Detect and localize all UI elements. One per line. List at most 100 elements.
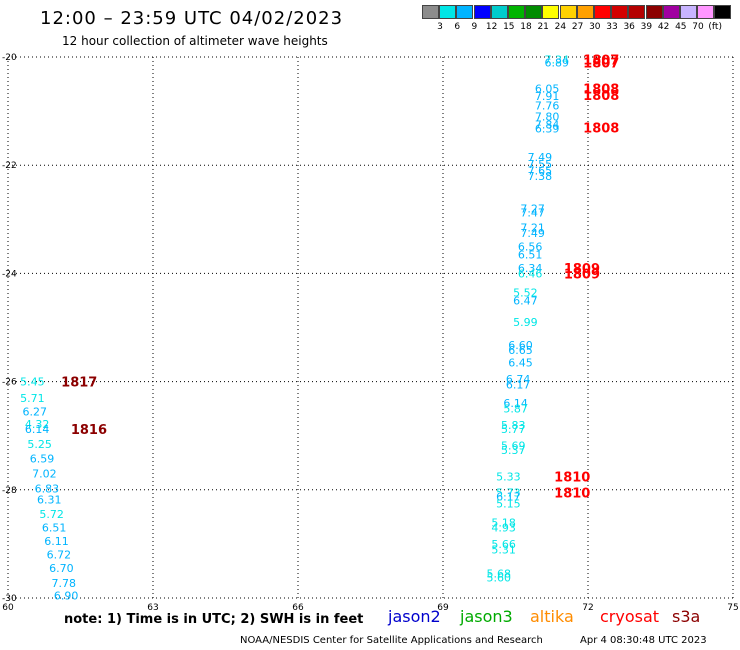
wave-height-label: 6.56: [518, 240, 543, 253]
wave-height-label: 7.47: [520, 206, 545, 219]
x-tick-label: 69: [437, 603, 449, 613]
scale-label: 9: [471, 22, 478, 32]
scale-label: (ft): [708, 22, 722, 32]
scale-label: 21: [537, 22, 549, 32]
wave-height-label: 6.14: [25, 423, 49, 436]
wave-height-label: 7.65: [528, 165, 553, 178]
y-tick-label: -20: [2, 53, 17, 63]
wave-height-label: 7.38: [528, 170, 553, 183]
wave-height-label: 6.70: [49, 562, 73, 575]
y-tick-label: -22: [2, 161, 17, 171]
wave-height-label: 6.59: [30, 452, 55, 465]
y-tick-label: -30: [2, 594, 17, 604]
scale-label: 39: [640, 22, 653, 32]
mission-jason3: jason3: [460, 607, 513, 626]
scale-label: 27: [571, 22, 584, 32]
wave-height-label: 7.76: [535, 100, 560, 113]
scale-swatch: [439, 5, 457, 19]
wave-height-label: 5.25: [27, 438, 52, 451]
wave-height-label: 5.31: [491, 543, 516, 556]
scale-swatch: [714, 5, 732, 19]
wave-height-label: 4.93: [491, 522, 516, 535]
scale-swatch: [422, 5, 439, 19]
wave-height-label: 6.47: [513, 294, 538, 307]
scale-swatch: [525, 5, 543, 19]
time-label: 1809: [564, 267, 600, 282]
wave-height-label: 5.15: [496, 497, 520, 510]
wave-height-label: 6.11: [44, 535, 69, 548]
chart-subtitle: 12 hour collection of altimeter wave hei…: [62, 34, 328, 48]
x-tick-label: 72: [582, 603, 593, 613]
chart-title: 12:00 – 23:59 UTC 04/02/2023: [40, 8, 344, 29]
wave-height-label: 7.21: [520, 221, 545, 234]
wave-height-label: 5.99: [513, 316, 538, 329]
scale-swatch: [645, 5, 663, 19]
scale-swatch: [473, 5, 491, 19]
wave-height-label: 7.80: [535, 111, 560, 124]
scale-label: 45: [675, 22, 687, 32]
wave-height-label: 7.55: [528, 158, 553, 171]
wave-height-label: 6.89: [545, 56, 570, 69]
time-label: 1817: [61, 376, 97, 391]
wave-height-label: 5.33: [496, 470, 520, 483]
wave-height-label: 6.31: [37, 494, 62, 507]
scale-label: 24: [554, 22, 567, 32]
wave-height-label: 5.18: [491, 516, 516, 529]
wave-height-label: 6.17: [496, 490, 520, 503]
wave-height-label: 6.65: [508, 344, 533, 357]
wave-height-label: 6.46: [518, 267, 543, 280]
wave-height-label: 4.32: [25, 418, 49, 431]
wave-height-label: 5.87: [503, 403, 527, 416]
wave-height-label: 5.68: [487, 568, 512, 581]
scale-swatch: [662, 5, 680, 19]
footer-note: note: 1) Time is in UTC; 2) SWH is in fe…: [64, 612, 364, 627]
y-tick-label: -24: [2, 269, 17, 279]
wave-height-label: 7.84: [535, 119, 560, 132]
wave-height-label: 6.51: [42, 522, 66, 535]
scale-swatch: [680, 5, 697, 19]
wave-height-label: 5.77: [501, 423, 526, 436]
time-label: 1807: [583, 56, 619, 71]
wave-height-label: 7.34: [545, 54, 570, 67]
wave-height-label: 5.72: [39, 508, 64, 521]
wave-height-label: 6.34: [518, 262, 543, 275]
scale-swatch: [697, 5, 715, 19]
scale-label: 6: [454, 22, 461, 32]
x-tick-label: 66: [292, 603, 304, 613]
wave-height-label: 6.60: [508, 339, 533, 352]
scale-label: 3: [437, 22, 443, 32]
scale-label: 15: [503, 22, 515, 32]
wave-height-label: 6.83: [35, 483, 60, 496]
time-label: 1807: [583, 54, 619, 69]
scale-swatch: [594, 5, 611, 19]
scale-swatch: [628, 5, 646, 19]
scale-swatch: [508, 5, 525, 19]
time-label: 1810: [554, 487, 590, 502]
time-label: 1808: [583, 121, 619, 136]
wave-height-label: 7.02: [32, 468, 57, 481]
footer-timestamp: Apr 4 08:30:48 UTC 2023: [580, 635, 707, 646]
wave-height-label: 5.83: [501, 419, 526, 432]
y-tick-label: -28: [2, 486, 17, 496]
scale-label: 12: [485, 22, 498, 32]
wave-height-label: 5.71: [20, 392, 45, 405]
wave-height-label: 6.45: [508, 357, 533, 370]
x-tick-label: 75: [727, 603, 738, 613]
scale-label: 70: [692, 22, 704, 32]
wave-height-label: 5.66: [491, 538, 516, 551]
wave-height-label: 6.90: [54, 589, 79, 602]
wave-height-label: 6.74: [506, 373, 531, 386]
wave-height-label: 5.60: [487, 571, 512, 584]
scale-label: 33: [606, 22, 618, 32]
time-label: 1810: [554, 470, 590, 485]
scale-swatch: [611, 5, 629, 19]
x-tick-label: 63: [147, 603, 158, 613]
time-label: 1808: [583, 82, 619, 97]
time-label: 1816: [71, 423, 107, 438]
mission-s3a: s3a: [672, 607, 701, 626]
mission-cryosat: cryosat: [600, 607, 660, 626]
scale-label: 42: [657, 22, 670, 32]
wave-height-label: 5.37: [501, 444, 526, 457]
scale-swatch: [456, 5, 474, 19]
wave-height-label: 6.39: [535, 122, 560, 135]
